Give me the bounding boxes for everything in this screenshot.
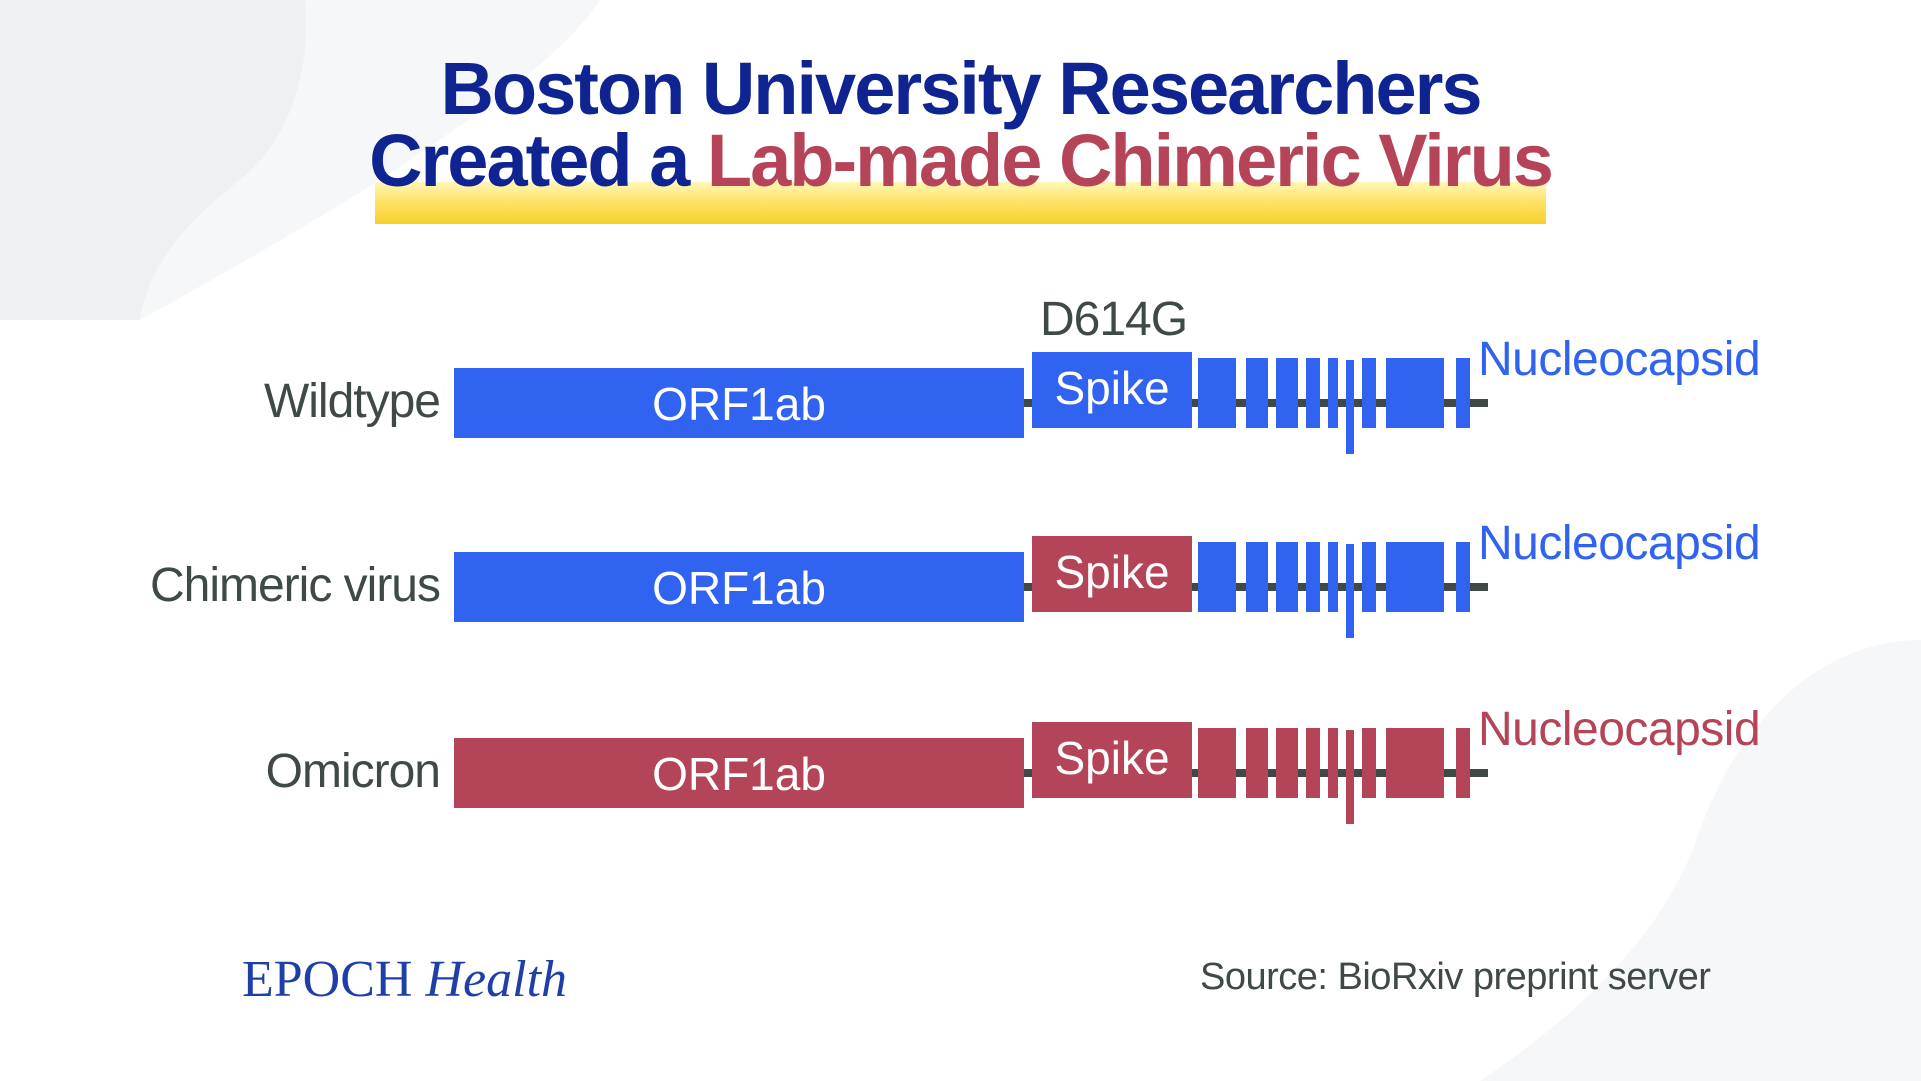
spike-label: Spike [1054,546,1170,598]
gene-segment [1198,358,1236,428]
spike-label: Spike [1054,732,1170,784]
top-left-blob-light [140,0,600,320]
row-label: Omicron [265,745,441,798]
title-line-2: Created a Lab-made Chimeric Virus [0,124,1921,198]
orf1ab-label: ORF1ab [652,562,826,614]
orf1ab-block [454,368,1024,438]
source-note: Source: BioRxiv preprint server [1200,956,1711,998]
orf1ab-label: ORF1ab [652,748,826,800]
orf1ab-label: ORF1ab [652,378,826,430]
spike-block [1032,722,1192,798]
gene-segment [1346,730,1354,824]
gene-segment [1346,544,1354,638]
nucleocapsid-label: Nucleocapsid [1478,517,1761,570]
mutation-label: D614G [1040,293,1188,346]
nucleocapsid-label: Nucleocapsid [1478,333,1761,386]
title-line-1: Boston University Researchers [440,47,1482,130]
genome-row-2 [454,722,1488,824]
gene-segment [1328,728,1338,798]
logo-epoch: EPOCH [242,951,413,1008]
gene-segment [1386,358,1444,428]
gene-segment [1456,542,1470,612]
spike-block [1032,536,1192,612]
nucleocapsid-label: Nucleocapsid [1478,703,1761,756]
gene-segment [1386,542,1444,612]
gene-segment [1328,358,1338,428]
orf1ab-block [454,552,1024,622]
gene-segment [1246,542,1268,612]
gene-segment [1456,728,1470,798]
epoch-health-logo: EPOCH Health [242,950,567,1009]
spike-label: Spike [1054,362,1170,414]
gene-segment [1276,728,1298,798]
gene-segment [1362,728,1376,798]
row-label: Chimeric virus [149,559,441,612]
top-left-blob [0,0,307,320]
gene-segment [1276,358,1298,428]
title-line-2-accent: Lab-made Chimeric Virus [706,119,1554,202]
gene-segment [1456,358,1470,428]
gene-segment [1346,360,1354,454]
gene-segment [1198,542,1236,612]
gene-segment [1306,542,1320,612]
title-highlight-bar [375,182,1546,224]
gene-segment [1198,728,1236,798]
bottom-right-blob [1480,640,1921,1081]
spike-block [1032,352,1192,428]
orf1ab-block [454,738,1024,808]
gene-segment [1246,358,1268,428]
title-line-2-prefix: Created a [369,119,707,202]
gene-segment [1328,542,1338,612]
gene-segment [1306,728,1320,798]
genome-row-0 [454,352,1488,454]
gene-segment [1362,358,1376,428]
genome-row-1 [454,536,1488,638]
row-label: Wildtype [263,375,441,428]
gene-segment [1306,358,1320,428]
gene-segment [1362,542,1376,612]
gene-segment [1276,542,1298,612]
gene-segment [1386,728,1444,798]
gene-segment [1246,728,1268,798]
logo-health: Health [425,951,568,1008]
